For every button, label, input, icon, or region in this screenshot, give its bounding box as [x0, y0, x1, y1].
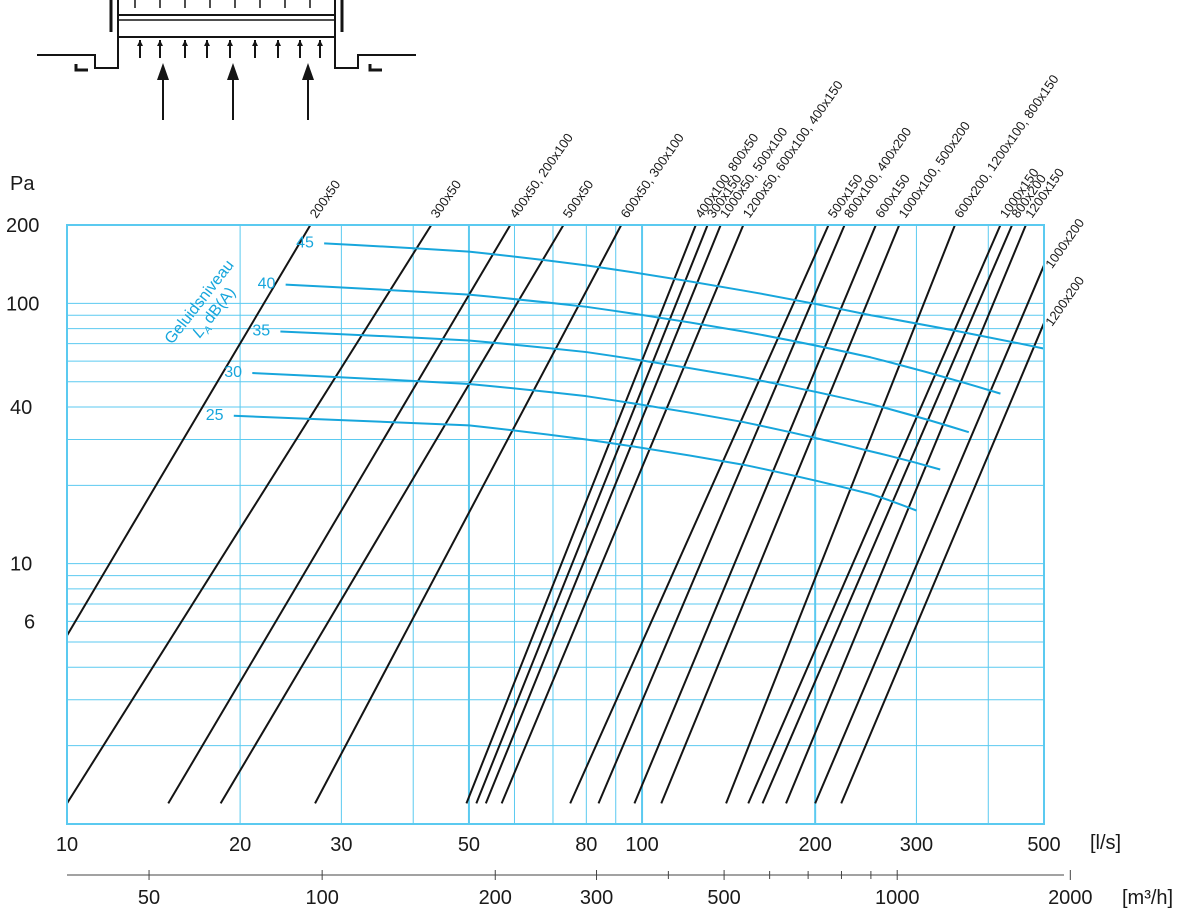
x2-tick-labels: 50 100 200 300 500 1000 2000 [138, 870, 1093, 909]
x-tick-label: 80 [575, 834, 597, 856]
duct-size-label: 300x50 [427, 177, 464, 221]
x2-tick-label: 500 [707, 887, 740, 909]
sound-level-curve [233, 414, 917, 512]
x-tick-label: 200 [798, 834, 831, 856]
plot-frame [66, 224, 1045, 825]
duct-size-label: 600x50, 300x100 [617, 130, 687, 220]
sound-level-label: 45 [296, 234, 314, 251]
duct-line [475, 224, 709, 804]
duct-line [484, 224, 722, 804]
duct-size-label: 1200x200 [1042, 273, 1087, 328]
duct-line [660, 224, 901, 804]
x2-tick-label: 300 [580, 887, 613, 909]
x2-tick-label: 50 [138, 887, 160, 909]
sound-level-label: 25 [206, 407, 224, 424]
x2-tick-label: 1000 [875, 887, 920, 909]
duct-line [597, 224, 846, 804]
duct-line [633, 224, 877, 804]
duct-line [569, 224, 830, 804]
diffuser-schematic-icon [37, 0, 416, 120]
y-tick-label: 200 [6, 215, 39, 237]
x2-tick-label: 100 [305, 887, 338, 909]
duct-size-label: 1200x50, 600x100, 400x150 [739, 78, 845, 221]
y-tick-label: 100 [6, 293, 39, 315]
x2-tick-label: 2000 [1048, 887, 1093, 909]
x-tick-label: 100 [625, 834, 658, 856]
y-tick-labels: 200 100 40 10 6 [6, 215, 39, 633]
duct-line [314, 224, 623, 804]
duct-line [747, 224, 1002, 804]
sound-level-curve [324, 242, 1045, 350]
sound-level-curves [233, 242, 1045, 512]
sound-level-labels: 45 40 35 30 25 [206, 234, 314, 423]
y-tick-label: 10 [10, 554, 32, 576]
duct-size-label: 500x50 [560, 177, 597, 221]
x2-axis-unit: [m³/h] [1122, 887, 1173, 909]
sound-level-label: 35 [252, 322, 270, 339]
sound-level-curve [285, 283, 1001, 395]
y-tick-label: 40 [10, 397, 32, 419]
duct-line [167, 224, 512, 804]
x-tick-label: 300 [900, 834, 933, 856]
x-axis-unit: [l/s] [1090, 832, 1121, 854]
sound-level-label: 30 [224, 364, 242, 381]
duct-line [814, 264, 1045, 804]
x-tick-label: 500 [1027, 834, 1060, 856]
duct-line [785, 224, 1027, 804]
duct-size-label: 1000x200 [1042, 216, 1087, 271]
x2-tick-label: 200 [479, 887, 512, 909]
sound-level-curve [280, 330, 970, 434]
x-tick-label: 20 [229, 834, 251, 856]
x-tick-label: 10 [56, 834, 78, 856]
sound-level-label: 40 [258, 276, 276, 293]
duct-line [66, 224, 433, 804]
duct-line [500, 224, 745, 804]
duct-line [840, 322, 1045, 804]
x-tick-label: 50 [458, 834, 480, 856]
duct-line [219, 224, 565, 804]
x-tick-label: 30 [330, 834, 352, 856]
y-axis-unit: Pa [10, 173, 35, 195]
duct-line [465, 224, 697, 804]
duct-line [725, 224, 956, 804]
x-tick-labels: 10 20 30 50 80 100 200 300 500 [56, 834, 1061, 856]
duct-size-label: 200x50 [307, 177, 344, 221]
sound-level-curve [252, 372, 941, 471]
y-tick-label: 6 [24, 611, 35, 633]
duct-line [761, 224, 1013, 804]
duct-line [66, 224, 312, 636]
